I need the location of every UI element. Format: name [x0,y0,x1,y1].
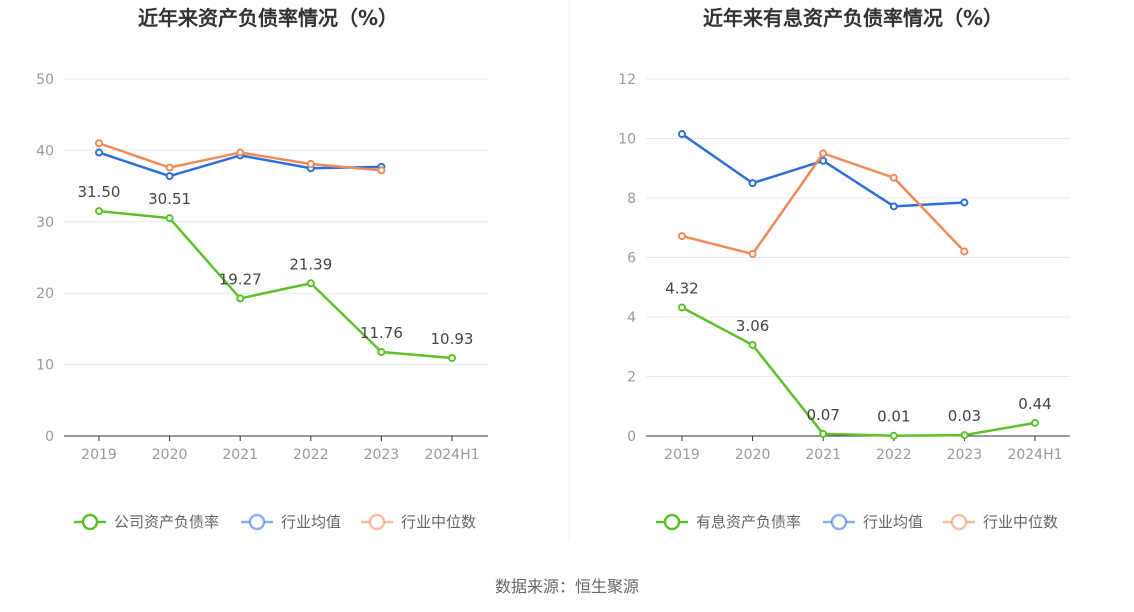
legend-label: 有息资产负债率 [696,513,801,531]
legend-item-company: 公司资产负债率 [74,513,219,531]
legend-item-industry-average: 行业均值 [823,513,923,531]
data-point-industry-median [306,159,315,168]
x-tick-label: 2022 [293,447,329,463]
data-label: 21.39 [289,255,332,273]
legend-label: 公司资产负债率 [114,513,219,531]
data-point-industry-median [748,249,757,258]
data-point-industry-median [678,232,686,241]
x-tick-label: 2024H1 [424,447,479,463]
data-point-industry-median [889,173,898,182]
data-point-company [1031,418,1039,427]
data-point-company [236,294,245,303]
legend-item-industry-median: 行业中位数 [361,513,476,531]
data-point-company [889,431,898,440]
data-point-industry-average [819,156,828,165]
data-point-industry-average [165,172,174,181]
x-tick-label: 2019 [81,447,117,463]
data-point-industry-median [377,166,386,175]
legend-label: 行业中位数 [401,513,476,531]
legend-marker-icon [248,513,266,531]
y-tick-label: 20 [36,286,54,302]
legend-label: 行业均值 [281,513,341,531]
data-point-company [448,353,456,362]
data-point-industry-median [95,139,103,148]
data-label: 30.51 [148,190,191,208]
y-tick-label: 2 [627,370,636,386]
legend-marker-icon [81,513,99,531]
x-tick-label: 2023 [364,447,400,463]
data-point-industry-average [889,202,898,211]
data-point-industry-average [678,130,686,139]
legend-marker-icon [663,513,681,531]
chart-panel-debt-ratio: 近年来资产负债率情况（%） 0 10 20 30 40 50 2019 2020 2021 2022… [36,6,488,531]
data-point-industry-average [95,148,103,157]
y-tick-label: 30 [36,215,54,231]
data-point-company [165,214,174,223]
data-point-company [95,207,103,216]
data-point-industry-median [236,148,245,157]
data-point-company [748,340,757,349]
data-point-company [306,279,315,288]
data-source-text: 数据来源：恒生聚源 [495,577,639,596]
data-label: 3.06 [736,317,769,335]
data-point-industry-median [819,149,828,158]
y-tick-label: 4 [627,310,636,326]
legend-label: 行业均值 [863,513,923,531]
data-label: 11.76 [360,324,403,342]
y-tick-label: 6 [627,251,636,267]
legend-marker-icon [830,513,848,531]
x-tick-label: 2023 [947,447,983,463]
y-tick-label: 40 [36,143,54,159]
x-tick-label: 2024H1 [1007,447,1062,463]
legend-item-industry-median: 行业中位数 [943,513,1058,531]
data-point-industry-median [960,247,969,256]
data-point-industry-median [165,163,174,172]
y-tick-label: 0 [627,429,636,445]
data-point-company [377,348,386,357]
y-tick-label: 8 [627,191,636,207]
data-point-industry-average [748,179,757,188]
data-label: 19.27 [219,270,262,288]
y-tick-label: 12 [618,72,636,88]
y-tick-label: 50 [36,72,54,88]
data-label: 10.93 [431,330,474,348]
x-tick-label: 2021 [805,447,841,463]
data-point-company [678,303,686,312]
data-label: 0.44 [1018,395,1051,413]
data-label: 31.50 [78,183,121,201]
x-tick-label: 2022 [876,447,912,463]
chart-title: 近年来资产负债率情况（%） [138,6,398,30]
legend-item-industry-average: 行业均值 [241,513,341,531]
data-point-company [819,429,828,438]
y-tick-label: 0 [45,429,54,445]
data-label: 0.07 [806,406,839,424]
data-label: 4.32 [665,279,698,297]
x-tick-label: 2019 [664,447,700,463]
series-line-industry-average [681,133,965,208]
series-line-company [98,209,453,360]
data-label: 0.03 [948,407,981,425]
chart-panel-interest-bearing-debt-ratio: 近年来有息资产负债率情况（%） 0 2 4 6 8 10 12 2019 2020 2021 2022… [618,6,1070,531]
x-tick-label: 2021 [222,447,258,463]
data-point-industry-average [960,198,969,207]
x-tick-label: 2020 [735,447,771,463]
legend-marker-icon [368,513,386,531]
series-line-company [681,306,1036,437]
data-point-company [960,431,969,440]
data-label: 0.01 [877,408,910,426]
x-tick-label: 2020 [152,447,188,463]
legend-marker-icon [950,513,968,531]
y-tick-label: 10 [618,132,636,148]
y-tick-label: 10 [36,358,54,374]
chart-title: 近年来有息资产负债率情况（%） [703,6,1003,30]
legend-label: 行业中位数 [983,513,1058,531]
legend-item-company: 有息资产负债率 [656,513,801,531]
